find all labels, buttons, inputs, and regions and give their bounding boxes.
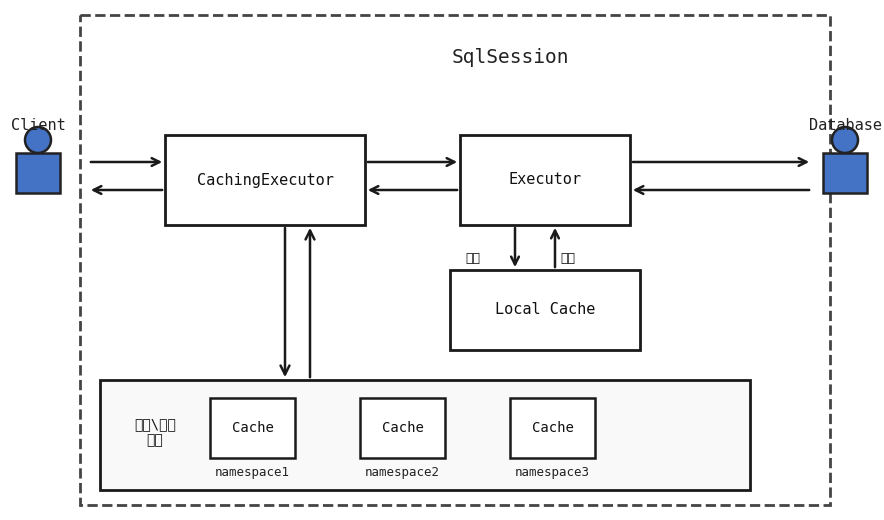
Text: namespace3: namespace3 [514,466,590,479]
Bar [100,380,750,490]
Bar [16,153,60,193]
Text: Database: Database [809,118,881,133]
Text: namespace2: namespace2 [364,466,439,479]
Ellipse shape [25,127,51,153]
Text: 二级\全局
缓存: 二级\全局 缓存 [134,417,176,447]
Text: 读取: 读取 [560,252,575,265]
Bar [450,270,640,350]
Text: Client: Client [11,118,65,133]
Text: namespace1: namespace1 [215,466,289,479]
Bar [460,135,630,225]
Text: Cache: Cache [531,421,574,435]
Bar [165,135,365,225]
Bar [80,15,830,505]
Text: SqlSession: SqlSession [451,48,568,67]
Text: Local Cache: Local Cache [495,303,595,318]
Bar [360,398,445,458]
Text: Cache: Cache [232,421,273,435]
Ellipse shape [832,127,858,153]
Text: 写入: 写入 [465,252,480,265]
Bar [210,398,295,458]
Bar [823,153,867,193]
Bar [510,398,595,458]
Text: CachingExecutor: CachingExecutor [196,173,333,188]
Text: Cache: Cache [382,421,423,435]
Text: Executor: Executor [508,173,582,188]
